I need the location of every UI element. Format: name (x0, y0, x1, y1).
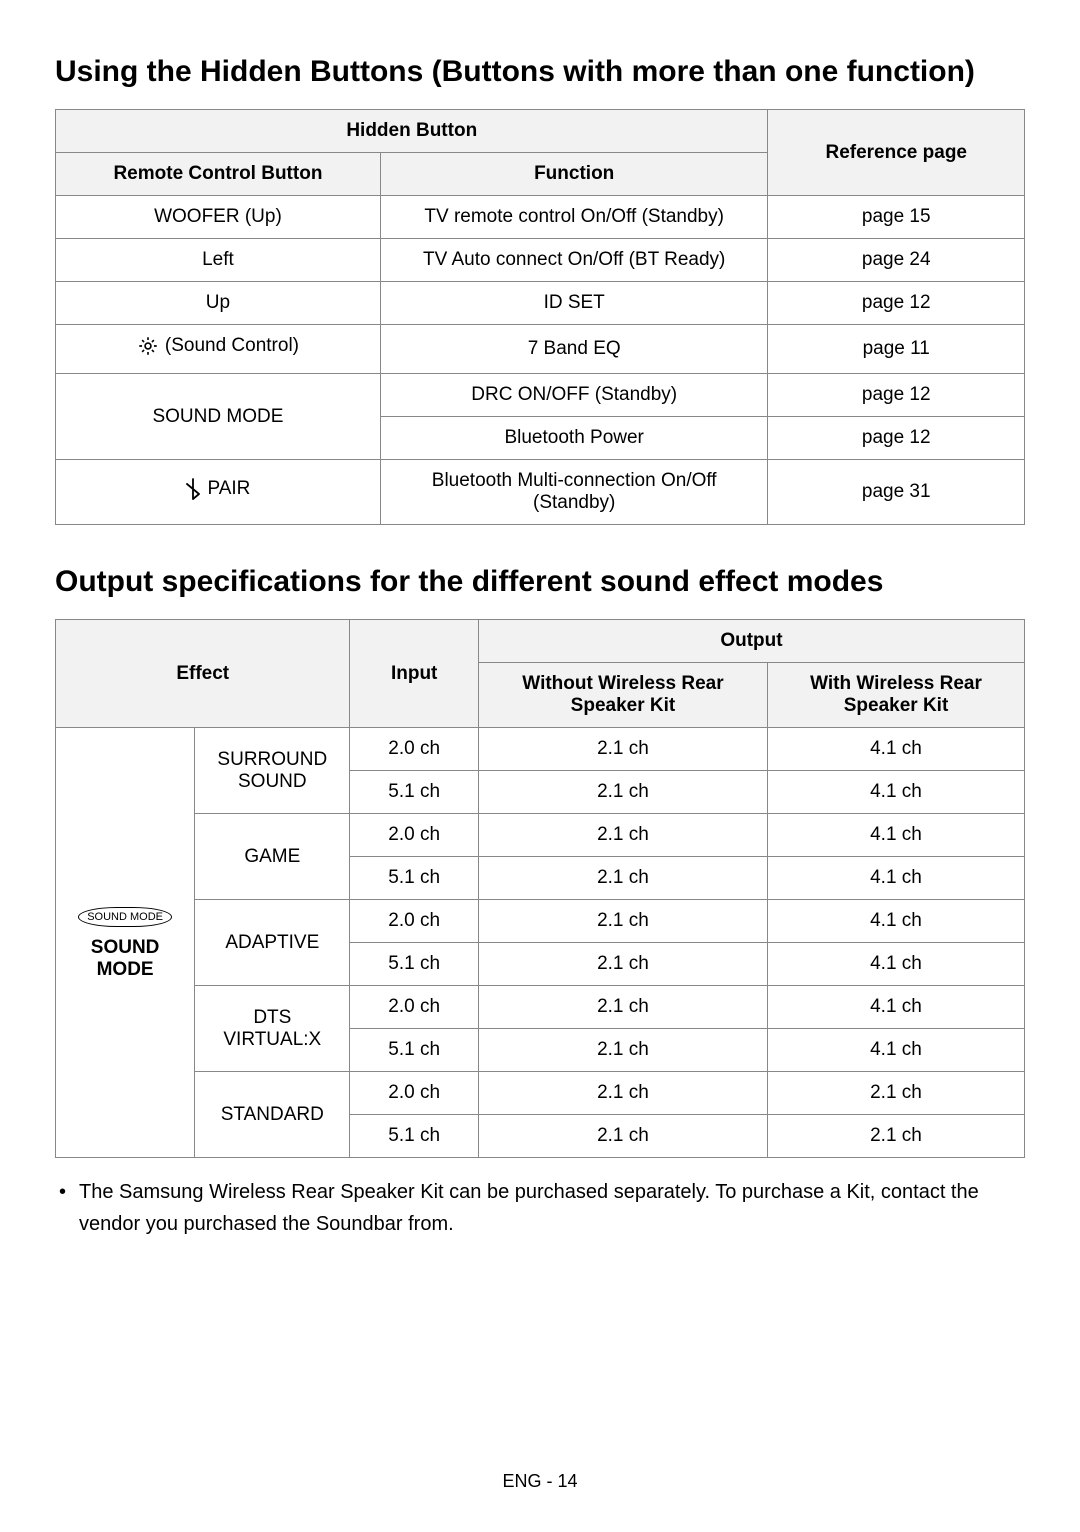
cell-input: 2.0 ch (350, 728, 478, 771)
cell-button: Up (56, 282, 381, 325)
table-row: WOOFER (Up) TV remote control On/Off (St… (56, 196, 1025, 239)
cell-button: WOOFER (Up) (56, 196, 381, 239)
cell-input: 5.1 ch (350, 1115, 478, 1158)
cell-without: 2.1 ch (478, 943, 767, 986)
cell-page: page 31 (768, 460, 1025, 525)
cell-page: page 12 (768, 374, 1025, 417)
cell-with: 4.1 ch (768, 771, 1025, 814)
cell-button: SOUND MODE (56, 374, 381, 460)
gear-icon (137, 335, 159, 357)
cell-button: (Sound Control) (56, 325, 381, 374)
cell-input: 5.1 ch (350, 943, 478, 986)
cell-page: page 11 (768, 325, 1025, 374)
cell-with: 2.1 ch (768, 1115, 1025, 1158)
sound-mode-badge-icon: SOUND MODE (78, 907, 172, 927)
table-row: SOUND MODE DRC ON/OFF (Standby) page 12 (56, 374, 1025, 417)
page-number: ENG - 14 (0, 1471, 1080, 1492)
cell-page: page 12 (768, 417, 1025, 460)
table-row: Left TV Auto connect On/Off (BT Ready) p… (56, 239, 1025, 282)
cell-page: page 15 (768, 196, 1025, 239)
cell-effect: DTS VIRTUAL:X (195, 986, 350, 1072)
cell-without: 2.1 ch (478, 900, 767, 943)
col-effect: Effect (56, 620, 350, 728)
col-with-rear: With Wireless Rear Speaker Kit (768, 663, 1025, 728)
footnote: The Samsung Wireless Rear Speaker Kit ca… (55, 1176, 1025, 1240)
cell-with: 4.1 ch (768, 986, 1025, 1029)
cell-input: 5.1 ch (350, 771, 478, 814)
cell-function: TV remote control On/Off (Standby) (380, 196, 768, 239)
table-row: GAME 2.0 ch 2.1 ch 4.1 ch (56, 814, 1025, 857)
table-row: Hidden Button Reference page (56, 110, 1025, 153)
table-row: SOUND MODE SOUND MODE SURROUND SOUND 2.0… (56, 728, 1025, 771)
col-output: Output (478, 620, 1024, 663)
cell-button-label: PAIR (207, 478, 250, 500)
table-row: STANDARD 2.0 ch 2.1 ch 2.1 ch (56, 1072, 1025, 1115)
col-remote-control-button: Remote Control Button (56, 153, 381, 196)
col-reference-page: Reference page (768, 110, 1025, 196)
cell-input: 2.0 ch (350, 986, 478, 1029)
cell-function: DRC ON/OFF (Standby) (380, 374, 768, 417)
bluetooth-icon (185, 478, 201, 500)
col-hidden-button: Hidden Button (56, 110, 768, 153)
col-input: Input (350, 620, 478, 728)
cell-input: 5.1 ch (350, 1029, 478, 1072)
heading-hidden-buttons: Using the Hidden Buttons (Buttons with m… (55, 55, 1025, 89)
cell-button-label: (Sound Control) (165, 335, 299, 357)
cell-input: 5.1 ch (350, 857, 478, 900)
table-row: (Sound Control) 7 Band EQ page 11 (56, 325, 1025, 374)
cell-effect: GAME (195, 814, 350, 900)
cell-function: 7 Band EQ (380, 325, 768, 374)
cell-button: PAIR (56, 460, 381, 525)
cell-with: 4.1 ch (768, 857, 1025, 900)
output-specs-table: Effect Input Output Without Wireless Rea… (55, 619, 1025, 1158)
cell-without: 2.1 ch (478, 1072, 767, 1115)
cell-without: 2.1 ch (478, 986, 767, 1029)
cell-with: 4.1 ch (768, 814, 1025, 857)
cell-input: 2.0 ch (350, 814, 478, 857)
table-row: Effect Input Output (56, 620, 1025, 663)
heading-output-specs: Output specifications for the different … (55, 565, 1025, 599)
cell-with: 4.1 ch (768, 728, 1025, 771)
cell-input: 2.0 ch (350, 900, 478, 943)
cell-sound-mode: SOUND MODE SOUND MODE (56, 728, 195, 1158)
cell-function: ID SET (380, 282, 768, 325)
cell-without: 2.1 ch (478, 1029, 767, 1072)
hidden-buttons-table: Hidden Button Reference page Remote Cont… (55, 109, 1025, 525)
cell-function: Bluetooth Multi-connection On/Off (Stand… (380, 460, 768, 525)
cell-without: 2.1 ch (478, 771, 767, 814)
cell-page: page 24 (768, 239, 1025, 282)
table-row: DTS VIRTUAL:X 2.0 ch 2.1 ch 4.1 ch (56, 986, 1025, 1029)
cell-with: 4.1 ch (768, 943, 1025, 986)
col-function: Function (380, 153, 768, 196)
table-row: Up ID SET page 12 (56, 282, 1025, 325)
cell-page: page 12 (768, 282, 1025, 325)
cell-function: TV Auto connect On/Off (BT Ready) (380, 239, 768, 282)
sound-mode-label: SOUND MODE (91, 937, 160, 980)
cell-function: Bluetooth Power (380, 417, 768, 460)
cell-effect: STANDARD (195, 1072, 350, 1158)
cell-with: 4.1 ch (768, 1029, 1025, 1072)
cell-effect: ADAPTIVE (195, 900, 350, 986)
cell-with: 4.1 ch (768, 900, 1025, 943)
cell-without: 2.1 ch (478, 814, 767, 857)
cell-input: 2.0 ch (350, 1072, 478, 1115)
cell-effect: SURROUND SOUND (195, 728, 350, 814)
cell-without: 2.1 ch (478, 1115, 767, 1158)
cell-without: 2.1 ch (478, 728, 767, 771)
table-row: PAIR Bluetooth Multi-connection On/Off (… (56, 460, 1025, 525)
col-without-rear: Without Wireless Rear Speaker Kit (478, 663, 767, 728)
cell-without: 2.1 ch (478, 857, 767, 900)
table-row: ADAPTIVE 2.0 ch 2.1 ch 4.1 ch (56, 900, 1025, 943)
cell-button: Left (56, 239, 381, 282)
cell-with: 2.1 ch (768, 1072, 1025, 1115)
